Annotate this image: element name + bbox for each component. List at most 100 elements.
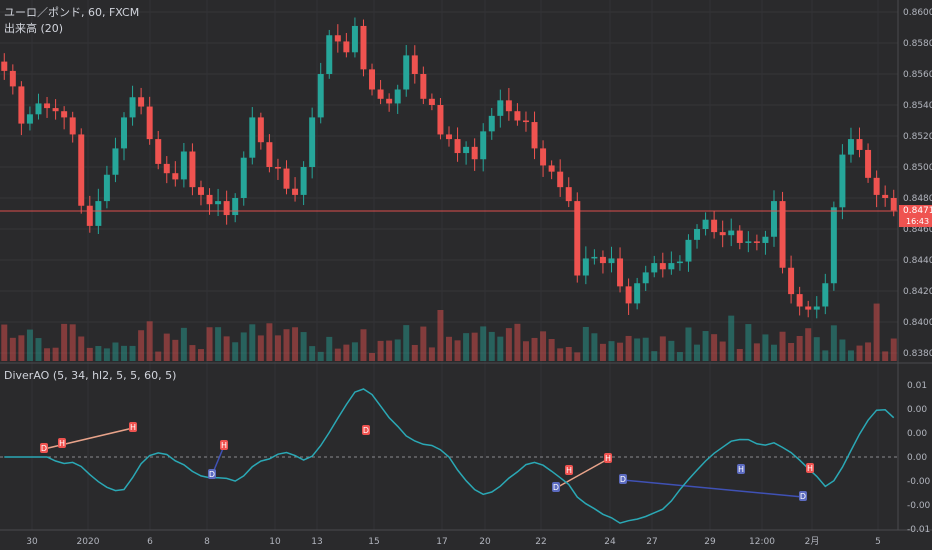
volume-bar (770, 344, 777, 361)
volume-bar (112, 342, 119, 361)
candle-body (788, 267, 795, 295)
volume-bar (35, 338, 42, 361)
volume-bar (283, 329, 290, 361)
candle-body (599, 256, 606, 264)
volume-bar (309, 346, 316, 361)
volume-bar (129, 345, 136, 361)
candle-body (839, 154, 846, 208)
time-axis[interactable]: 30 2020 6 8 10 13 15 17 20 22 24 27 29 12:00 2月 5 (26, 536, 881, 547)
volume-bar (642, 337, 649, 361)
svg-text:0.84716: 0.84716 (903, 206, 932, 216)
candle-body (26, 114, 33, 124)
candle-body (796, 294, 803, 307)
volume-legend[interactable]: 出来高 (20) (4, 22, 64, 35)
volume-bar (69, 324, 76, 361)
candle-body (351, 25, 358, 53)
volume-bar (856, 345, 863, 361)
candle-body (830, 207, 837, 284)
volume-bar (736, 348, 743, 361)
volume-bar (317, 351, 324, 361)
candle-body (9, 70, 16, 87)
volume-bar (1, 324, 8, 361)
candle-body (146, 106, 153, 140)
candle-body (240, 157, 247, 198)
volume-bar (197, 349, 204, 361)
candle-body (420, 74, 427, 99)
volume-bar (86, 347, 93, 361)
svg-text:H: H (130, 423, 136, 432)
volume-bar (240, 332, 247, 361)
candle-body (52, 108, 59, 112)
candle-body (634, 283, 641, 304)
svg-text:D: D (41, 444, 47, 453)
candle-body (232, 198, 239, 216)
candle-body (266, 142, 273, 167)
volume-bar (514, 323, 521, 361)
volume-bar (334, 348, 341, 361)
volume-bar (865, 342, 872, 361)
candle-body (531, 122, 538, 149)
volume-bar (847, 350, 854, 361)
volume-bar (446, 336, 452, 361)
chart-title[interactable]: ユーロ／ポンド, 60, FXCM (4, 6, 140, 19)
indicator-legend[interactable]: DiverAO (5, 34, hl2, 5, 5, 60, 5) (4, 369, 177, 382)
divergence-marker: D (40, 443, 48, 453)
volume-bar (659, 336, 666, 361)
candle-body (762, 236, 769, 243)
candle-body (728, 230, 735, 236)
candle-body (856, 139, 863, 150)
volume-bar (300, 332, 307, 361)
time-tick-label: 5 (875, 537, 881, 547)
volume-bar (351, 342, 358, 361)
candle-body (574, 201, 581, 276)
candle-body (61, 111, 68, 118)
candle-body (215, 201, 222, 205)
divergence-marker: H (604, 453, 612, 463)
candle-body (617, 258, 624, 287)
indicator-axis[interactable]: 0.01 0.00 0.00 0.00 -0.00 -0.00 -0.01 (907, 381, 931, 535)
candle-body (112, 148, 119, 175)
volume-bar (326, 336, 333, 361)
candle-body (1, 61, 8, 71)
svg-text:16:43: 16:43 (906, 217, 929, 226)
volume-bars (1, 303, 897, 361)
time-tick-label: 27 (646, 537, 657, 547)
svg-text:H: H (605, 454, 611, 463)
volume-bar (249, 324, 256, 361)
volume-bar (531, 337, 538, 361)
svg-text:D: D (363, 426, 369, 435)
volume-bar (805, 328, 812, 361)
divergence-marker: D (799, 491, 807, 501)
volume-bar (599, 343, 606, 361)
volume-bar (172, 339, 179, 361)
volume-bar (762, 334, 769, 361)
candle-body (582, 258, 589, 276)
divergence-marker: D (619, 474, 627, 484)
volume-bar (232, 342, 239, 361)
volume-bar (557, 348, 564, 361)
volume-bar (668, 340, 675, 361)
svg-text:H: H (738, 465, 744, 474)
volume-bar (386, 340, 393, 361)
candle-body (446, 134, 452, 140)
candle-body (18, 86, 25, 124)
svg-text:H: H (221, 441, 227, 450)
candle-body (172, 173, 179, 180)
candle-body (189, 151, 196, 188)
volume-bar (274, 335, 281, 361)
time-tick-label: 13 (311, 537, 322, 547)
candle-body (813, 306, 820, 310)
volume-bar (206, 327, 213, 361)
volume-bar (497, 336, 504, 361)
volume-bar (155, 351, 162, 361)
